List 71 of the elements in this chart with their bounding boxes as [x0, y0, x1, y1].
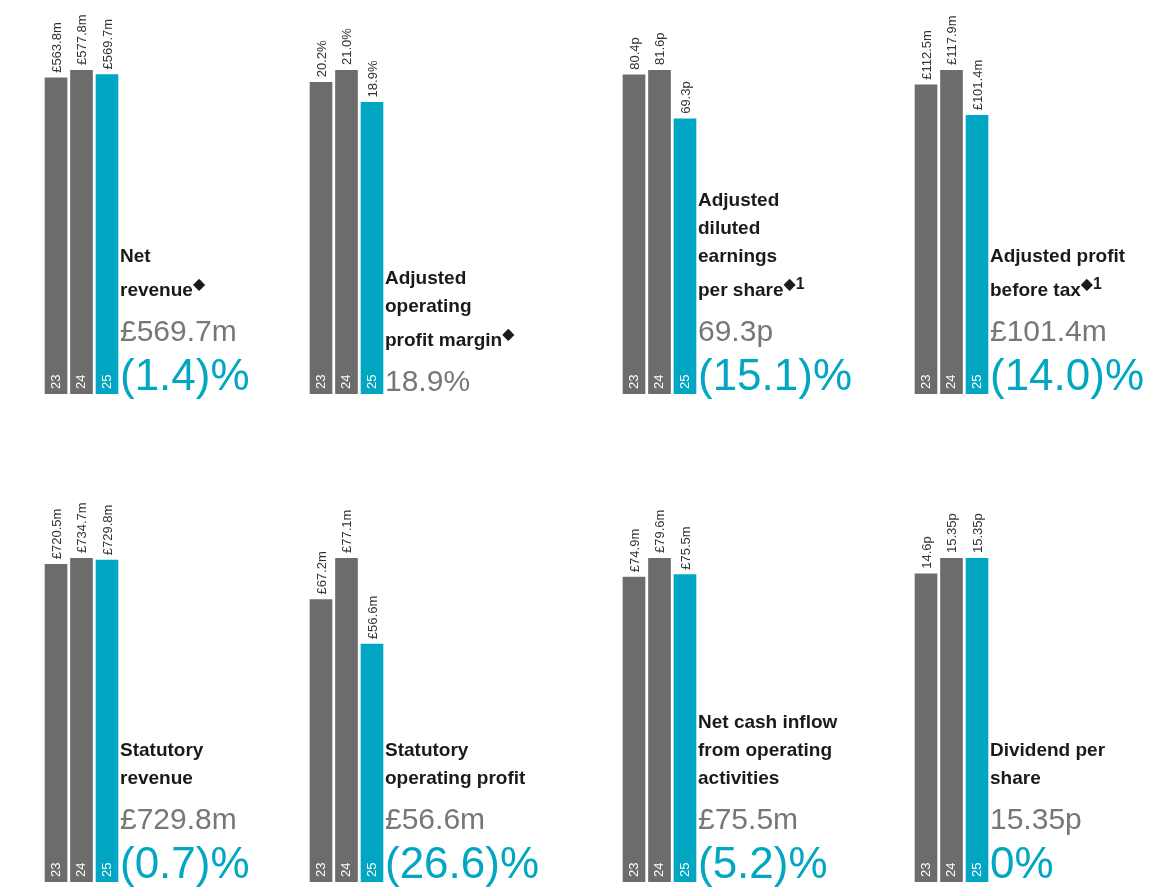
text: 0% — [990, 838, 1055, 888]
x-tick-label: 24 — [73, 374, 89, 389]
data-label: 69.3p — [677, 81, 693, 114]
x-tick-label: 25 — [363, 374, 379, 389]
text: Adjusted operating profit margin$^{◆}$ — [385, 265, 516, 352]
data-label: £74.9m — [626, 528, 642, 573]
data-label: £563.8m — [48, 22, 64, 73]
text: (1.4)% — [120, 350, 250, 400]
data-label: 20.2% — [313, 40, 329, 78]
text: (5.2)% — [698, 838, 829, 888]
text: Net cash inflow from operating activities — [698, 710, 839, 790]
text: Net revenue$^{◆}$ — [120, 243, 206, 302]
text: Adjusted diluted earnings per share$^{◆1}$ — [698, 187, 806, 302]
x-tick-label: 25 — [968, 374, 984, 389]
data-label: 21.0% — [339, 27, 355, 65]
data-label: £79.6m — [652, 509, 668, 553]
data-label: £720.5m — [48, 508, 64, 560]
text: Statutory revenue — [120, 738, 205, 790]
text: £56.6m — [385, 801, 487, 837]
x-tick-label: 24 — [338, 374, 354, 389]
x-tick-label: 25 — [676, 374, 692, 389]
text: 69.3p — [698, 313, 775, 349]
x-tick-label: 25 — [363, 862, 379, 877]
text: 15.35p — [990, 801, 1083, 837]
data-label: £101.4m — [969, 59, 985, 111]
x-tick-label: 25 — [676, 862, 692, 877]
data-label: £75.5m — [677, 526, 693, 570]
text: 18.9% — [385, 363, 472, 399]
data-label: £117.9m — [944, 15, 960, 65]
text: (14.0)% — [990, 350, 1146, 400]
x-tick-label: 24 — [73, 862, 89, 877]
text: Dividend per share — [990, 738, 1107, 790]
data-label: £577.8m — [74, 14, 90, 65]
text: (26.6)% — [385, 838, 541, 888]
x-tick-label: 23 — [917, 374, 933, 389]
data-label: £569.7m — [99, 18, 115, 70]
data-label: 80.4p — [626, 37, 642, 70]
x-tick-label: 25 — [968, 862, 984, 877]
x-tick-label: 25 — [98, 374, 114, 389]
x-tick-label: 24 — [943, 862, 959, 877]
x-tick-label: 23 — [47, 862, 63, 877]
data-label: £112.5m — [918, 30, 934, 80]
x-tick-label: 23 — [625, 374, 641, 389]
data-label: 15.35p — [969, 513, 985, 553]
data-label: £729.8m — [99, 504, 115, 556]
data-label: £67.2m — [313, 551, 329, 595]
x-tick-label: 23 — [312, 374, 328, 389]
x-tick-label: 24 — [651, 374, 667, 389]
text: (0.7)% — [120, 838, 250, 888]
x-tick-label: 23 — [625, 862, 641, 877]
text: £729.8m — [120, 801, 237, 837]
text: (15.1)% — [698, 350, 853, 400]
data-label: £734.7m — [74, 502, 90, 553]
data-label: £77.1m — [339, 509, 355, 553]
x-tick-label: 24 — [651, 862, 667, 877]
text: £569.7m — [120, 313, 237, 349]
data-label: 15.35p — [944, 513, 960, 553]
x-tick-label: 25 — [98, 862, 114, 877]
text: Adjusted profit before tax$^{◆1}$ — [990, 243, 1127, 302]
x-tick-label: 23 — [312, 862, 328, 877]
text: £101.4m — [990, 313, 1108, 349]
text: Statutory operating profit — [385, 738, 527, 790]
data-label: 81.6p — [652, 32, 668, 65]
x-tick-label: 24 — [338, 862, 354, 877]
x-tick-label: 24 — [943, 374, 959, 389]
data-label: 14.6p — [918, 536, 934, 569]
data-label: £56.6m — [364, 595, 380, 640]
data-label: 18.9% — [364, 60, 380, 98]
x-tick-label: 23 — [47, 374, 63, 389]
text: £75.5m — [698, 801, 800, 837]
x-tick-label: 23 — [917, 862, 933, 877]
